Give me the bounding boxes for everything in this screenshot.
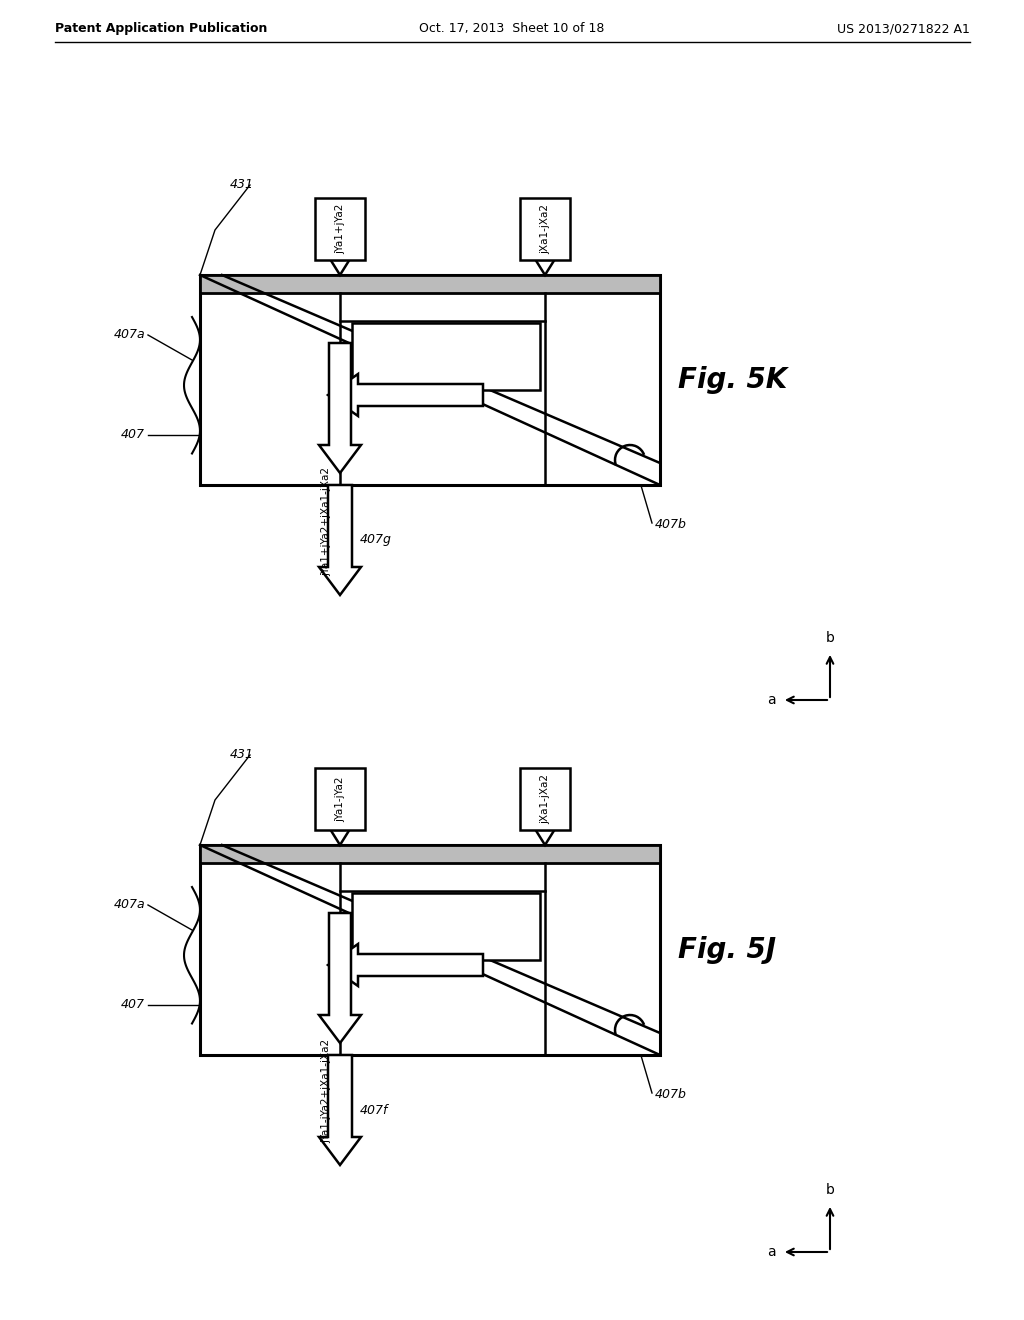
Polygon shape: [315, 198, 365, 260]
Text: jYa1+jYa2+jXa1-jXa2: jYa1+jYa2+jXa1-jXa2: [321, 466, 331, 576]
Polygon shape: [200, 845, 660, 863]
Text: 431: 431: [230, 748, 254, 762]
Text: 407g: 407g: [360, 533, 392, 546]
Polygon shape: [319, 913, 361, 1043]
Text: Oct. 17, 2013  Sheet 10 of 18: Oct. 17, 2013 Sheet 10 of 18: [419, 22, 605, 36]
Text: 407b: 407b: [655, 1089, 687, 1101]
Text: a: a: [767, 693, 776, 708]
Text: Fig. 5J: Fig. 5J: [678, 936, 776, 964]
Text: 407a: 407a: [114, 899, 145, 912]
Text: US 2013/0271822 A1: US 2013/0271822 A1: [838, 22, 970, 36]
Polygon shape: [200, 275, 660, 484]
Polygon shape: [200, 275, 660, 293]
Text: 407b: 407b: [655, 519, 687, 532]
Text: 407f: 407f: [360, 1104, 388, 1117]
Text: jXa1-jXa2: jXa1-jXa2: [540, 205, 550, 253]
Polygon shape: [520, 768, 570, 830]
Polygon shape: [352, 894, 540, 960]
Text: b: b: [825, 1183, 835, 1197]
Text: jYa1-jYa2: jYa1-jYa2: [335, 776, 345, 822]
Polygon shape: [319, 343, 361, 473]
Polygon shape: [535, 259, 555, 275]
Polygon shape: [520, 198, 570, 260]
Polygon shape: [328, 944, 483, 986]
Polygon shape: [352, 323, 540, 389]
Text: jXa1-jXa2: jXa1-jXa2: [540, 774, 550, 824]
Text: b: b: [825, 631, 835, 645]
Text: Fig. 5K: Fig. 5K: [678, 366, 787, 393]
Text: 407: 407: [121, 429, 145, 441]
Polygon shape: [319, 484, 361, 595]
Polygon shape: [315, 768, 365, 830]
Text: 407: 407: [121, 998, 145, 1011]
Text: a: a: [767, 1245, 776, 1259]
Polygon shape: [200, 845, 660, 1055]
Text: jYa1+jYa2: jYa1+jYa2: [335, 203, 345, 255]
Text: jYa1-jYa2+jXa1-jXa2: jYa1-jYa2+jXa1-jXa2: [321, 1039, 331, 1143]
Text: 431: 431: [230, 178, 254, 191]
Text: 407a: 407a: [114, 329, 145, 342]
Polygon shape: [330, 829, 350, 845]
Polygon shape: [330, 259, 350, 275]
Text: Patent Application Publication: Patent Application Publication: [55, 22, 267, 36]
Polygon shape: [535, 829, 555, 845]
Polygon shape: [328, 374, 483, 416]
Polygon shape: [319, 1055, 361, 1166]
